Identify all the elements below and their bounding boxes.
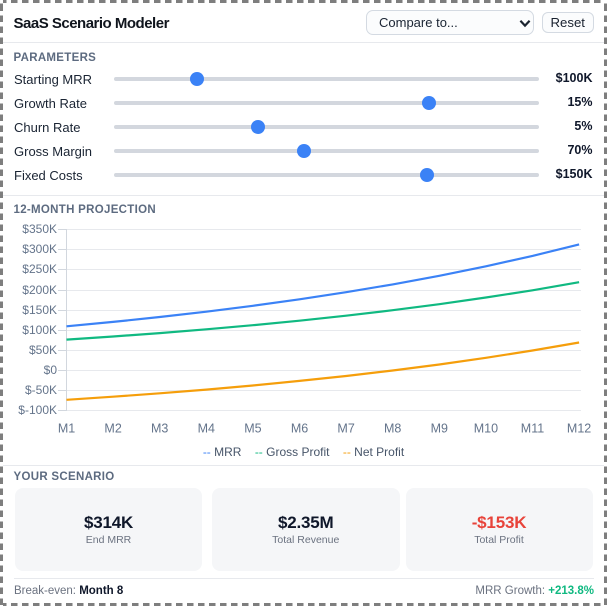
svg-text:M1: M1 [58, 422, 75, 436]
svg-text:$-100K: $-100K [18, 403, 57, 417]
svg-text:$50K: $50K [29, 343, 57, 357]
svg-text:M10: M10 [474, 422, 498, 436]
svg-text:M4: M4 [198, 422, 215, 436]
svg-text:$0: $0 [44, 363, 58, 377]
svg-text:M3: M3 [151, 422, 168, 436]
svg-text:M7: M7 [337, 422, 354, 436]
svg-text:M6: M6 [291, 422, 308, 436]
svg-text:M11: M11 [521, 422, 544, 436]
svg-text:$-50K: $-50K [25, 383, 57, 397]
svg-text:M9: M9 [431, 422, 448, 436]
svg-text:$300K: $300K [22, 242, 57, 256]
svg-text:M5: M5 [244, 422, 261, 436]
svg-text:$350K: $350K [22, 222, 57, 236]
svg-text:M8: M8 [384, 422, 401, 436]
svg-text:$250K: $250K [22, 262, 57, 276]
svg-text:M2: M2 [104, 422, 121, 436]
svg-text:M12: M12 [567, 422, 591, 436]
svg-text:$100K: $100K [22, 323, 57, 337]
svg-text:$200K: $200K [22, 283, 57, 297]
svg-text:$150K: $150K [22, 303, 57, 317]
